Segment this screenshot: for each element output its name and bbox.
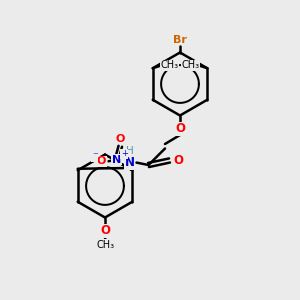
Text: Br: Br xyxy=(173,35,187,45)
Text: O: O xyxy=(116,134,125,144)
Text: O: O xyxy=(97,156,106,166)
Text: +: + xyxy=(121,149,128,158)
Text: H: H xyxy=(126,146,134,156)
Text: N: N xyxy=(112,155,121,165)
Text: O: O xyxy=(173,154,183,167)
Text: O: O xyxy=(100,224,110,238)
Text: ⁻: ⁻ xyxy=(92,152,98,162)
Text: CH₃: CH₃ xyxy=(160,60,178,70)
Text: CH₃: CH₃ xyxy=(182,60,200,70)
Text: O: O xyxy=(175,122,185,136)
Text: N: N xyxy=(125,156,135,169)
Text: CH₃: CH₃ xyxy=(97,239,115,250)
